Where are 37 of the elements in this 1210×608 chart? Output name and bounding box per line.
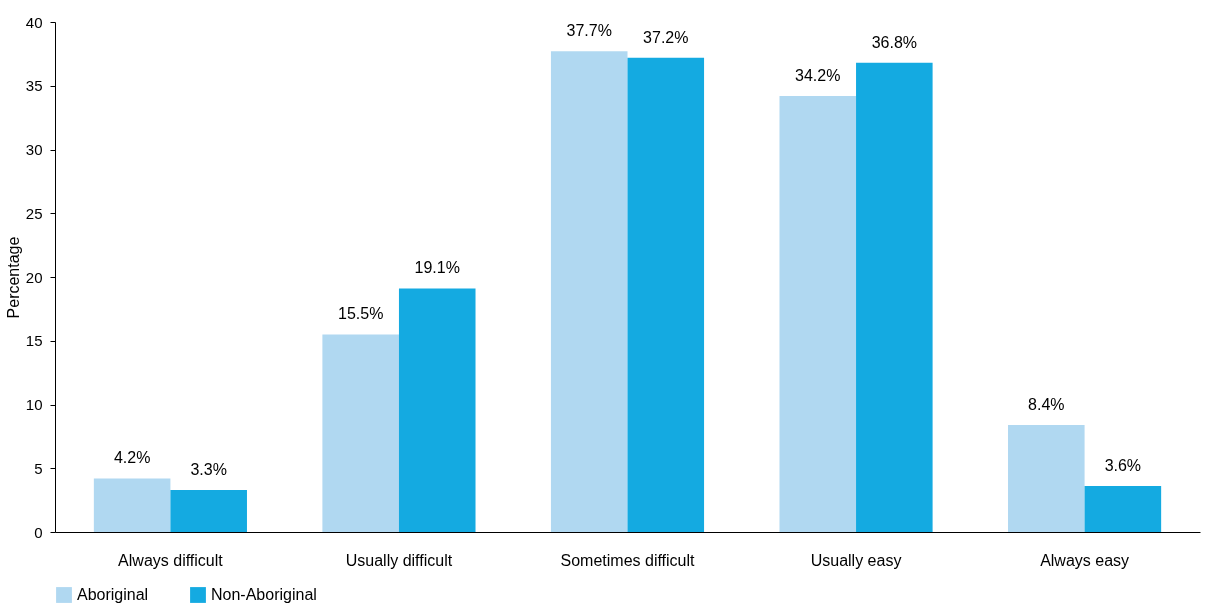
data-label: 36.8% bbox=[871, 33, 918, 51]
x-tick-label: Usually difficult bbox=[345, 551, 453, 569]
x-tick-label: Always difficult bbox=[118, 551, 224, 569]
y-tick-label: 30 bbox=[25, 141, 43, 158]
x-tick-label: Always easy bbox=[1040, 551, 1130, 569]
x-tick-label: Usually easy bbox=[810, 551, 902, 569]
data-label: 37.7% bbox=[566, 22, 612, 40]
bar bbox=[627, 57, 705, 532]
data-label: 19.1% bbox=[414, 259, 460, 277]
data-label: 3.3% bbox=[190, 460, 227, 478]
data-label: 15.5% bbox=[337, 305, 384, 323]
y-tick-label: 10 bbox=[25, 396, 43, 413]
data-label: 8.4% bbox=[1028, 395, 1065, 413]
data-label: 3.6% bbox=[1104, 457, 1142, 475]
y-tick-label: 0 bbox=[34, 523, 43, 541]
x-tick-label: Sometimes difficult bbox=[560, 551, 696, 569]
y-tick-label: 25 bbox=[25, 204, 43, 222]
legend-label: Non-Aboriginal bbox=[211, 586, 317, 603]
bar bbox=[398, 288, 476, 532]
data-label: 4.2% bbox=[113, 449, 151, 467]
bar bbox=[1008, 424, 1085, 532]
y-axis-title: Percentage bbox=[4, 236, 22, 319]
bar bbox=[1084, 486, 1162, 532]
bar bbox=[779, 95, 857, 532]
legend-label: Aboriginal bbox=[77, 586, 149, 603]
bar bbox=[856, 62, 933, 532]
y-tick-label: 35 bbox=[25, 77, 43, 95]
bar bbox=[322, 334, 399, 532]
data-label: 37.2% bbox=[643, 28, 689, 46]
y-tick-label: 40 bbox=[25, 13, 43, 31]
y-tick-label: 5 bbox=[34, 459, 43, 477]
bar bbox=[170, 489, 247, 532]
data-label: 34.2% bbox=[795, 66, 841, 84]
bar bbox=[550, 51, 628, 532]
y-tick-label: 20 bbox=[25, 268, 43, 286]
bar bbox=[93, 478, 171, 532]
y-tick-label: 15 bbox=[25, 332, 43, 350]
